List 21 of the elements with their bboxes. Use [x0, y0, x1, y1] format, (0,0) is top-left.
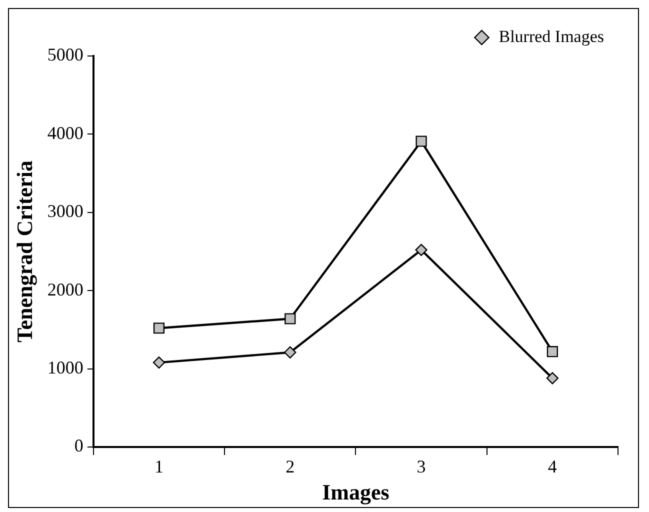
- y-axis-title: Tenengrad Criteria: [12, 160, 37, 342]
- point: [546, 346, 558, 358]
- point: [546, 372, 559, 384]
- point: [153, 322, 165, 334]
- x-tick-label: 4: [548, 456, 557, 477]
- y-tick-label: 1000: [47, 358, 84, 378]
- y-tick-label: 4000: [47, 122, 84, 143]
- point: [415, 244, 428, 256]
- y-tick-label: 0: [74, 436, 84, 456]
- y-tick-label: 2000: [47, 279, 84, 300]
- point: [284, 346, 296, 358]
- point: [284, 313, 296, 324]
- legend-label: Blurred Images: [498, 26, 604, 46]
- y-tick-label: 3000: [47, 201, 84, 222]
- y-tick-label: 5000: [47, 44, 84, 65]
- x-tick-label: 3: [416, 456, 426, 477]
- x-tick-label: 1: [154, 456, 164, 477]
- point: [152, 356, 166, 369]
- x-tick-label: 2: [286, 456, 295, 477]
- x-axis-title: Images: [322, 479, 390, 504]
- point: [416, 136, 427, 147]
